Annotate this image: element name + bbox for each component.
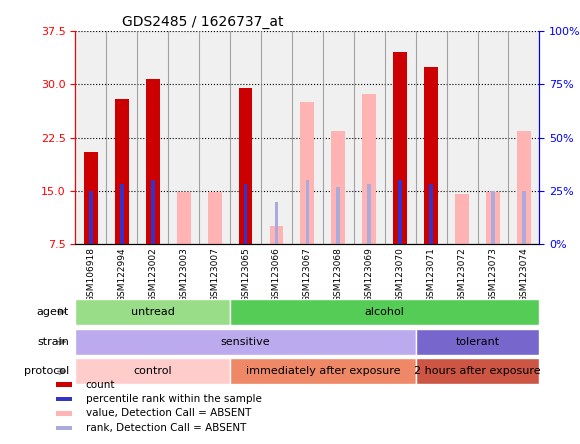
Bar xyxy=(75,31,106,244)
Bar xyxy=(292,31,323,244)
Text: agent: agent xyxy=(37,307,69,317)
Text: count: count xyxy=(86,380,115,390)
Bar xyxy=(522,191,526,244)
Bar xyxy=(517,131,531,244)
Bar xyxy=(230,299,539,325)
Bar xyxy=(75,329,416,355)
Text: 2 hours after exposure: 2 hours after exposure xyxy=(414,366,541,377)
Bar xyxy=(477,31,509,244)
Bar xyxy=(331,131,345,244)
Bar xyxy=(89,191,93,244)
Bar xyxy=(146,79,160,244)
Text: rank, Detection Call = ABSENT: rank, Detection Call = ABSENT xyxy=(86,423,246,433)
Bar xyxy=(270,226,284,244)
Bar xyxy=(84,152,98,244)
Bar xyxy=(75,299,230,325)
Text: GDS2485 / 1626737_at: GDS2485 / 1626737_at xyxy=(122,15,283,29)
Bar xyxy=(491,191,495,244)
Bar xyxy=(115,99,129,244)
Text: control: control xyxy=(133,366,172,377)
Bar xyxy=(274,202,278,244)
Text: tolerant: tolerant xyxy=(455,337,499,347)
Bar xyxy=(56,382,72,387)
Bar xyxy=(238,88,252,244)
Bar xyxy=(306,180,309,244)
Bar xyxy=(447,31,477,244)
Bar xyxy=(120,184,124,244)
Bar xyxy=(354,31,385,244)
Bar xyxy=(56,426,72,430)
Text: protocol: protocol xyxy=(24,366,69,377)
Bar xyxy=(106,31,137,244)
Bar xyxy=(429,184,433,244)
Text: strain: strain xyxy=(37,337,69,347)
Bar xyxy=(137,31,168,244)
Bar xyxy=(244,184,248,244)
Bar xyxy=(230,358,416,385)
Bar xyxy=(300,102,314,244)
Bar xyxy=(362,94,376,244)
Bar xyxy=(416,31,447,244)
Bar xyxy=(56,397,72,401)
Bar xyxy=(261,31,292,244)
Bar xyxy=(168,31,199,244)
Bar xyxy=(323,31,354,244)
Bar xyxy=(398,180,402,244)
Bar xyxy=(56,411,72,416)
Bar xyxy=(509,31,539,244)
Bar xyxy=(416,329,539,355)
Bar xyxy=(385,31,416,244)
Text: percentile rank within the sample: percentile rank within the sample xyxy=(86,394,262,404)
Text: sensitive: sensitive xyxy=(221,337,270,347)
Bar xyxy=(393,52,407,244)
Text: immediately after exposure: immediately after exposure xyxy=(245,366,400,377)
Bar xyxy=(455,194,469,244)
Bar xyxy=(208,192,222,244)
Text: untread: untread xyxy=(131,307,175,317)
Bar xyxy=(230,31,261,244)
Text: alcohol: alcohol xyxy=(365,307,405,317)
Bar xyxy=(336,187,340,244)
Bar xyxy=(486,192,500,244)
Text: value, Detection Call = ABSENT: value, Detection Call = ABSENT xyxy=(86,408,251,419)
Bar xyxy=(416,358,539,385)
Bar xyxy=(424,67,438,244)
Bar xyxy=(199,31,230,244)
Bar xyxy=(177,192,191,244)
Bar xyxy=(151,180,155,244)
Bar xyxy=(367,184,371,244)
Bar xyxy=(75,358,230,385)
